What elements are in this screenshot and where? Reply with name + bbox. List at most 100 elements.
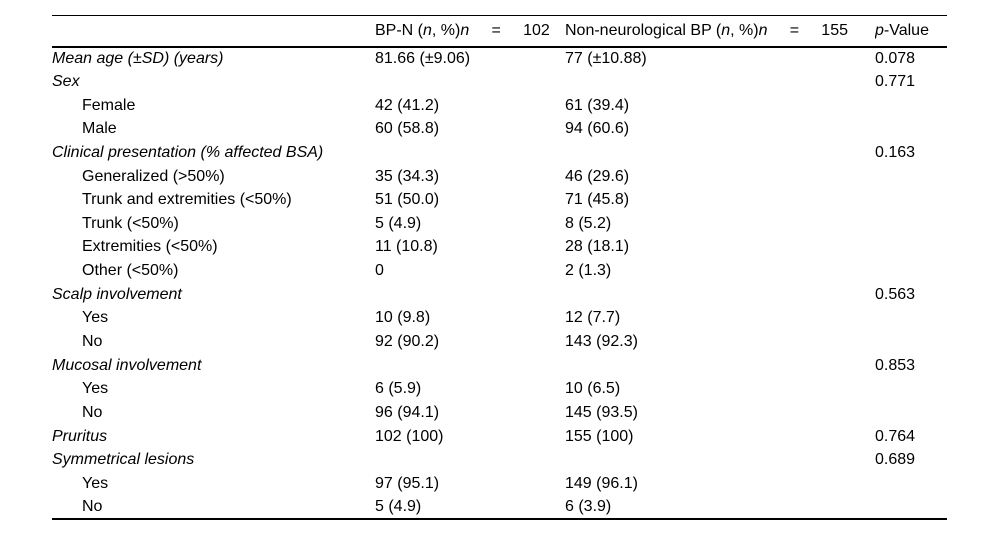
bpn-value: 11 (10.8) bbox=[375, 238, 438, 256]
nonneuro-value: 6 (3.9) bbox=[565, 497, 612, 515]
nonneuro-value: 94 (60.6) bbox=[565, 120, 630, 138]
nonneuro-value: 145 (93.5) bbox=[565, 403, 638, 421]
nonneuro-value: 149 (96.1) bbox=[565, 474, 638, 492]
nonneuro-value: 77 (±10.88) bbox=[565, 49, 647, 67]
row-label: Symmetrical lesions bbox=[52, 451, 195, 469]
row-label: Yes bbox=[82, 380, 109, 398]
bpn-value: 5 (4.9) bbox=[375, 497, 422, 515]
nonneuro-value: 155 (100) bbox=[565, 427, 634, 445]
row-label: Sex bbox=[52, 72, 80, 90]
p-value: 0.771 bbox=[875, 72, 916, 90]
nonneuro-value: 71 (45.8) bbox=[565, 191, 630, 209]
bpn-value: 5 (4.9) bbox=[375, 214, 422, 232]
p-value: 0.078 bbox=[875, 49, 916, 67]
table-row: Mean age (±SD) (years) 81.66 (±9.06) 77 (±… bbox=[52, 47, 947, 71]
nonneuro-value bbox=[565, 283, 875, 307]
bpn-value bbox=[375, 283, 565, 307]
p-value bbox=[875, 212, 947, 236]
nonneuro-value: 61 (39.4) bbox=[565, 96, 630, 114]
header-text-run: BP-N ( bbox=[375, 21, 423, 39]
bpn-value: 102 (100) bbox=[375, 427, 444, 445]
header-text-run: , %) bbox=[431, 21, 461, 39]
comparison-table: BP-N (n, %)n = 102 Non-neurological BP (… bbox=[52, 15, 947, 521]
table-row: Yes 10 (9.8) 12 (7.7) bbox=[52, 307, 947, 331]
header-text-run: 102 bbox=[523, 21, 550, 39]
header-text-run: n bbox=[460, 21, 470, 39]
table-row: Yes 97 (95.1) 149 (96.1) bbox=[52, 472, 947, 496]
bpn-value bbox=[375, 354, 565, 378]
col-header-nonneuro: Non-neurological BP (n, %)n = 155 bbox=[565, 16, 875, 47]
bpn-value: 60 (58.8) bbox=[375, 120, 440, 138]
table-row: Trunk (<50%) 5 (4.9) 8 (5.2) bbox=[52, 212, 947, 236]
nonneuro-value bbox=[565, 141, 875, 165]
row-label: Generalized (>50%) bbox=[82, 167, 225, 185]
p-value: 0.764 bbox=[875, 427, 916, 445]
bpn-value bbox=[375, 448, 565, 472]
nonneuro-value bbox=[565, 70, 875, 94]
p-value bbox=[875, 307, 947, 331]
row-label: No bbox=[82, 497, 103, 515]
header-text-run: n bbox=[758, 21, 768, 39]
bpn-value: 81.66 (±9.06) bbox=[375, 49, 471, 67]
p-value: 0.853 bbox=[875, 356, 916, 374]
p-value bbox=[875, 188, 947, 212]
table-row: No 92 (90.2) 143 (92.3) bbox=[52, 330, 947, 354]
table-row: Scalp involvement 0.563 bbox=[52, 283, 947, 307]
header-text-run: n bbox=[721, 21, 731, 39]
bpn-value: 92 (90.2) bbox=[375, 333, 440, 350]
row-label: Yes bbox=[82, 309, 109, 327]
table-row: Extremities (<50%) 11 (10.8) 28 (18.1) bbox=[52, 236, 947, 260]
nonneuro-value bbox=[565, 354, 875, 378]
header-text-run: = bbox=[767, 21, 822, 39]
p-value bbox=[875, 401, 947, 425]
bpn-value bbox=[375, 70, 565, 94]
p-value bbox=[875, 236, 947, 260]
p-value bbox=[875, 496, 947, 520]
row-label: Pruritus bbox=[52, 427, 108, 445]
row-label: No bbox=[82, 333, 103, 350]
bpn-value: 51 (50.0) bbox=[375, 191, 440, 209]
header-text-run: -Value bbox=[883, 21, 929, 39]
row-label: Other (<50%) bbox=[82, 262, 179, 280]
bpn-value: 10 (9.8) bbox=[375, 309, 431, 327]
row-label: Mean age (±SD) (years) bbox=[52, 49, 224, 67]
header-text-run: 155 bbox=[821, 21, 848, 39]
p-value bbox=[875, 330, 947, 354]
header-text-run: Non-neurological BP ( bbox=[565, 21, 722, 39]
bpn-value bbox=[375, 141, 565, 165]
table-row: Pruritus 102 (100) 155 (100) 0.764 bbox=[52, 425, 947, 449]
bpn-value: 96 (94.1) bbox=[375, 403, 440, 421]
row-label: Clinical presentation (% affected BSA) bbox=[52, 143, 324, 161]
nonneuro-value: 8 (5.2) bbox=[565, 214, 612, 232]
row-label: Male bbox=[82, 120, 117, 138]
p-value bbox=[875, 259, 947, 283]
nonneuro-value: 46 (29.6) bbox=[565, 167, 630, 185]
p-value bbox=[875, 165, 947, 189]
table-row: Trunk and extremities (<50%) 51 (50.0) 71 … bbox=[52, 188, 947, 212]
row-label: No bbox=[82, 403, 103, 421]
p-value: 0.163 bbox=[875, 143, 916, 161]
header-text-run: , %) bbox=[730, 21, 759, 39]
p-value bbox=[875, 472, 947, 496]
nonneuro-value: 2 (1.3) bbox=[565, 262, 612, 280]
bpn-value: 0 bbox=[375, 262, 384, 280]
col-header-bpn: BP-N (n, %)n = 102 bbox=[375, 16, 565, 47]
table-row: Yes 6 (5.9) 10 (6.5) bbox=[52, 377, 947, 401]
header-text-run: p bbox=[875, 21, 884, 39]
table-row: Clinical presentation (% affected BSA) 0.… bbox=[52, 141, 947, 165]
bpn-value: 42 (41.2) bbox=[375, 96, 440, 114]
header-text-run: = bbox=[469, 21, 524, 39]
col-header-pvalue: p-Value bbox=[875, 16, 947, 47]
bpn-value: 35 (34.3) bbox=[375, 167, 440, 185]
row-label: Mucosal involvement bbox=[52, 356, 202, 374]
nonneuro-value bbox=[565, 448, 875, 472]
table-row: Other (<50%) 0 2 (1.3) bbox=[52, 259, 947, 283]
p-value: 0.563 bbox=[875, 285, 916, 303]
table-row: Symmetrical lesions 0.689 bbox=[52, 448, 947, 472]
header-text-run: n bbox=[423, 21, 432, 39]
row-label: Scalp involvement bbox=[52, 285, 182, 303]
header-row: BP-N (n, %)n = 102 Non-neurological BP (… bbox=[52, 16, 947, 47]
p-value bbox=[875, 94, 947, 118]
row-label: Trunk and extremities (<50%) bbox=[82, 191, 292, 209]
nonneuro-value: 143 (92.3) bbox=[565, 333, 638, 350]
